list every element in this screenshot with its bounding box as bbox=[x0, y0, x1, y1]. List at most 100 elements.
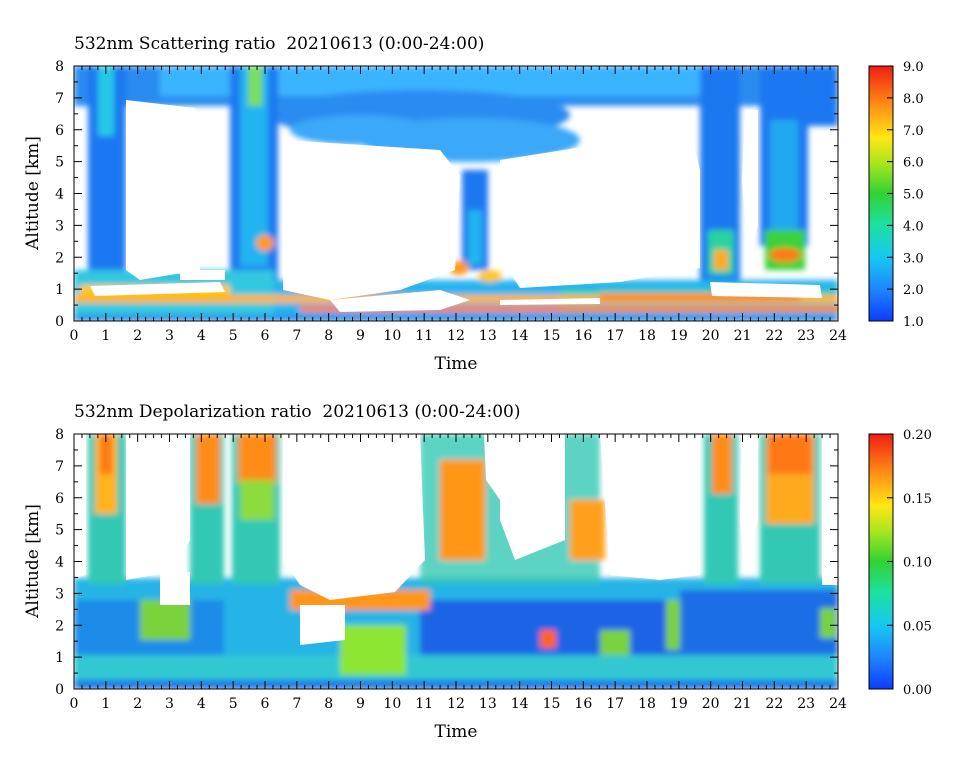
depolarization-axis-ticks: 0 1 2 3 4 5 6 7 8 9 10 11 12 13 14 15 16 17 18 19 20 21 22 23 24… bbox=[55, 427, 847, 712]
y-tick-label: 0 bbox=[55, 314, 64, 330]
x-tick-label: 1 bbox=[101, 328, 110, 344]
x-tick-label: 20 bbox=[702, 696, 720, 712]
depolarization-colorbar-ticks: 0.00 0.05 0.10 0.15 0.20 bbox=[887, 428, 932, 698]
y-tick-label: 7 bbox=[55, 91, 64, 107]
y-tick-label: 5 bbox=[55, 523, 64, 539]
scattering-axis-ticks: 0 1 2 3 4 5 6 7 8 9 10 11 12 13 14 15 16 17 18 19 20 21 22 23 24… bbox=[55, 59, 847, 344]
x-tick-label: 6 bbox=[261, 328, 270, 344]
x-tick-label: 0 bbox=[70, 696, 79, 712]
y-tick-label: 6 bbox=[55, 491, 64, 507]
colorbar-tick-label: 7.0 bbox=[903, 124, 924, 139]
x-tick-label: 12 bbox=[447, 328, 465, 344]
y-tick-label: 2 bbox=[55, 618, 64, 634]
x-tick-label: 22 bbox=[765, 328, 783, 344]
x-tick-label: 10 bbox=[383, 328, 401, 344]
x-tick-label: 13 bbox=[479, 696, 497, 712]
x-tick-label: 19 bbox=[670, 328, 688, 344]
depolarization-colorbar: 0.00 0.05 0.10 0.15 0.20 bbox=[868, 428, 932, 698]
x-tick-label: 24 bbox=[829, 328, 847, 344]
depolarization-xlabel: Time bbox=[435, 722, 478, 742]
x-tick-label: 18 bbox=[638, 696, 656, 712]
x-tick-label: 6 bbox=[261, 696, 270, 712]
colorbar-tick-label: 6.0 bbox=[903, 156, 924, 171]
scattering-heatmap bbox=[74, 66, 838, 321]
x-tick-label: 15 bbox=[543, 696, 561, 712]
x-tick-label: 7 bbox=[292, 328, 301, 344]
colorbar-tick-label: 0.20 bbox=[903, 428, 932, 443]
x-tick-label: 3 bbox=[165, 328, 174, 344]
x-tick-label: 14 bbox=[511, 328, 529, 344]
x-tick-label: 1 bbox=[101, 696, 110, 712]
depolarization-ratio-panel: 532nm Depolarization ratio 20210613 (0:0… bbox=[23, 402, 932, 742]
x-tick-label: 2 bbox=[133, 328, 142, 344]
x-tick-label: 5 bbox=[229, 328, 238, 344]
scattering-colorbar: 1.0 2.0 3.0 4.0 5.0 6.0 7.0 8.0 9.0 bbox=[868, 60, 924, 330]
x-tick-label: 13 bbox=[479, 328, 497, 344]
y-tick-label: 8 bbox=[55, 427, 64, 443]
x-tick-label: 22 bbox=[765, 696, 783, 712]
scattering-ylabel: Altitude [km] bbox=[23, 136, 43, 251]
y-tick-label: 2 bbox=[55, 250, 64, 266]
x-tick-label: 23 bbox=[797, 696, 815, 712]
y-tick-label: 7 bbox=[55, 459, 64, 475]
colorbar-tick-label: 9.0 bbox=[903, 60, 924, 75]
scattering-title: 532nm Scattering ratio 20210613 (0:00-24… bbox=[74, 34, 484, 54]
x-tick-label: 2 bbox=[133, 696, 142, 712]
x-tick-label: 11 bbox=[415, 696, 433, 712]
x-tick-label: 9 bbox=[356, 696, 365, 712]
scattering-ratio-panel: 532nm Scattering ratio 20210613 (0:00-24… bbox=[23, 34, 924, 374]
y-tick-label: 6 bbox=[55, 123, 64, 139]
y-tick-label: 0 bbox=[55, 682, 64, 698]
colorbar-tick-label: 5.0 bbox=[903, 188, 924, 203]
x-tick-label: 11 bbox=[415, 328, 433, 344]
x-tick-label: 0 bbox=[70, 328, 79, 344]
y-tick-label: 5 bbox=[55, 155, 64, 171]
y-tick-label: 4 bbox=[55, 555, 64, 571]
x-tick-label: 5 bbox=[229, 696, 238, 712]
x-tick-label: 16 bbox=[574, 328, 592, 344]
scattering-xlabel: Time bbox=[435, 354, 478, 374]
colorbar-tick-label: 0.15 bbox=[903, 492, 932, 507]
depolarization-title: 532nm Depolarization ratio 20210613 (0:0… bbox=[74, 402, 521, 422]
x-tick-label: 16 bbox=[574, 696, 592, 712]
x-tick-label: 8 bbox=[324, 328, 333, 344]
y-tick-label: 1 bbox=[55, 650, 64, 666]
x-tick-label: 12 bbox=[447, 696, 465, 712]
x-tick-label: 3 bbox=[165, 696, 174, 712]
x-tick-label: 20 bbox=[702, 328, 720, 344]
colorbar-tick-label: 0.10 bbox=[903, 556, 932, 571]
x-tick-label: 17 bbox=[606, 328, 624, 344]
x-tick-label: 19 bbox=[670, 696, 688, 712]
x-tick-label: 9 bbox=[356, 328, 365, 344]
depolarization-heatmap bbox=[74, 434, 838, 689]
x-tick-label: 21 bbox=[734, 328, 752, 344]
x-tick-label: 21 bbox=[734, 696, 752, 712]
scattering-colorbar-ticks: 1.0 2.0 3.0 4.0 5.0 6.0 7.0 8.0 9.0 bbox=[887, 60, 924, 330]
x-tick-label: 15 bbox=[543, 328, 561, 344]
y-tick-label: 3 bbox=[55, 218, 64, 234]
x-tick-label: 8 bbox=[324, 696, 333, 712]
x-tick-label: 17 bbox=[606, 696, 624, 712]
colorbar-tick-label: 0.00 bbox=[903, 683, 932, 698]
depolarization-ylabel: Altitude [km] bbox=[23, 504, 43, 619]
colorbar-tick-label: 1.0 bbox=[903, 315, 924, 330]
x-tick-label: 4 bbox=[197, 328, 206, 344]
x-tick-label: 7 bbox=[292, 696, 301, 712]
colorbar-tick-label: 4.0 bbox=[903, 219, 924, 234]
y-tick-label: 8 bbox=[55, 59, 64, 75]
x-tick-label: 23 bbox=[797, 328, 815, 344]
colorbar-tick-label: 0.05 bbox=[903, 619, 932, 634]
x-tick-label: 18 bbox=[638, 328, 656, 344]
colorbar-tick-label: 2.0 bbox=[903, 283, 924, 298]
y-tick-label: 1 bbox=[55, 282, 64, 298]
colorbar-tick-label: 3.0 bbox=[903, 251, 924, 266]
y-tick-label: 4 bbox=[55, 187, 64, 203]
x-tick-label: 14 bbox=[511, 696, 529, 712]
colorbar-tick-label: 8.0 bbox=[903, 92, 924, 107]
x-tick-label: 24 bbox=[829, 696, 847, 712]
x-tick-label: 10 bbox=[383, 696, 401, 712]
x-tick-label: 4 bbox=[197, 696, 206, 712]
y-tick-label: 3 bbox=[55, 586, 64, 602]
